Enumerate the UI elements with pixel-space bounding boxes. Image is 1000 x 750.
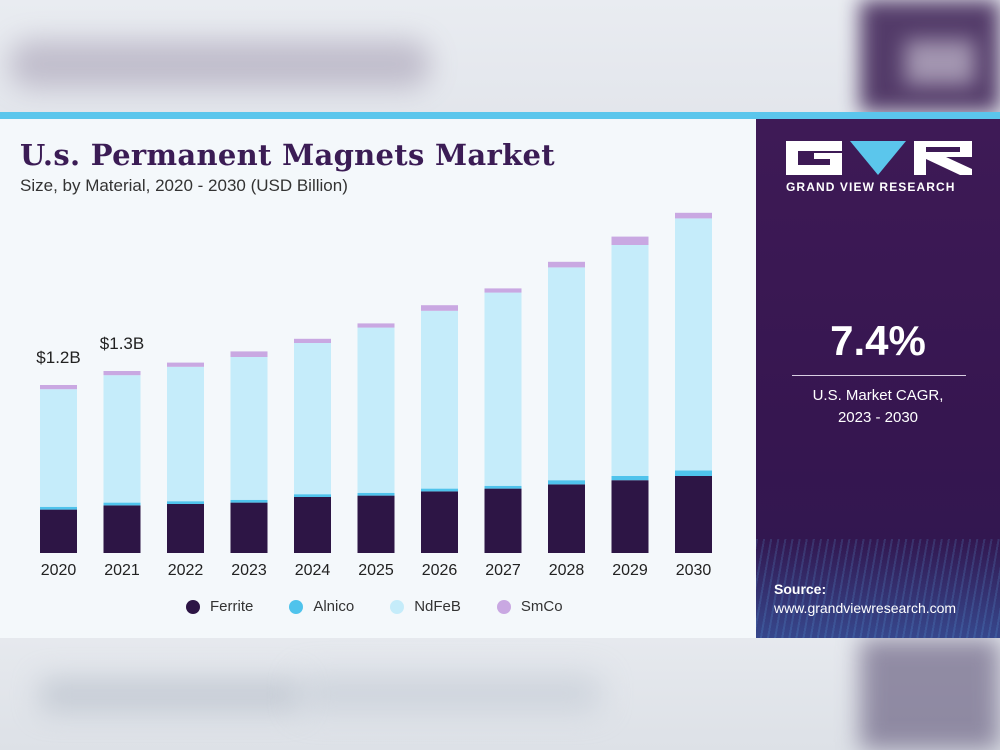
x-tick-label: 2024 — [295, 562, 331, 579]
data-label: $1.2B — [36, 348, 80, 367]
legend-item-ndfeb: NdFeB — [390, 598, 461, 615]
chart-legend: Ferrite Alnico NdFeB SmCo — [186, 598, 599, 615]
legend-swatch — [289, 599, 304, 614]
bar-segment-ferrite-2023 — [230, 502, 268, 553]
background-bottom — [0, 638, 1000, 750]
bar-segment-ferrite-2026 — [421, 491, 458, 553]
divider — [792, 375, 966, 376]
blurred-background-title — [10, 40, 430, 88]
decorative-wave — [756, 539, 1000, 638]
bar-segment-smco-2029 — [611, 236, 649, 245]
background-top — [0, 0, 1000, 112]
bar-segment-alnico-2027 — [484, 485, 522, 489]
bar-segment-ferrite-2025 — [357, 495, 395, 553]
x-tick-label: 2026 — [422, 562, 458, 579]
bar-segment-ndfeb-2028 — [548, 267, 585, 481]
x-tick-label: 2028 — [549, 562, 585, 579]
bar-segment-ferrite-2024 — [294, 497, 331, 553]
bar-segment-smco-2021 — [103, 371, 141, 376]
source-link[interactable]: www.grandviewresearch.com — [774, 600, 957, 616]
source-label: Source: — [774, 581, 827, 597]
cagr-label: U.S. Market CAGR, 2023 - 2030 — [756, 385, 1000, 429]
legend-item-alnico: Alnico — [289, 598, 354, 615]
accent-bar — [0, 112, 1000, 119]
bar-segment-alnico-2025 — [357, 492, 395, 496]
legend-label: Alnico — [313, 598, 355, 615]
bar-segment-alnico-2030 — [675, 470, 712, 476]
blurred-background-panel — [860, 638, 1000, 750]
bar-segment-ndfeb-2027 — [484, 292, 522, 486]
data-label: $1.3B — [100, 334, 144, 353]
bar-segment-smco-2025 — [357, 323, 395, 328]
bar-segment-alnico-2026 — [421, 488, 458, 492]
bar-segment-alnico-2021 — [103, 502, 141, 506]
bar-segment-ndfeb-2024 — [294, 343, 331, 495]
bar-segment-smco-2020 — [40, 385, 77, 390]
bar-segment-alnico-2024 — [294, 494, 331, 497]
bar-segment-smco-2024 — [294, 338, 331, 343]
cagr-label-line: 2023 - 2030 — [837, 409, 919, 426]
x-tick-label: 2030 — [676, 562, 712, 579]
bar-segment-smco-2023 — [230, 351, 268, 357]
legend-item-smco: SmCo — [496, 598, 563, 615]
chart-subtitle: Size, by Material, 2020 - 2030 (USD Bill… — [20, 176, 348, 195]
bar-segment-alnico-2022 — [167, 501, 204, 504]
x-tick-label: 2020 — [41, 562, 77, 579]
bar-segment-smco-2022 — [167, 362, 204, 367]
bar-segment-alnico-2023 — [230, 499, 268, 503]
grand-view-research-logo-icon — [786, 141, 972, 175]
blurred-background-logo — [905, 40, 975, 85]
bar-segment-ndfeb-2022 — [167, 366, 204, 502]
bar-segment-alnico-2029 — [611, 476, 649, 481]
bar-segment-smco-2027 — [484, 288, 522, 293]
cagr-label-line: U.S. Market CAGR, — [812, 387, 944, 404]
x-tick-label: 2029 — [612, 562, 648, 579]
x-tick-label: 2021 — [104, 562, 140, 579]
bar-segment-ferrite-2027 — [484, 488, 522, 553]
legend-label: NdFeB — [414, 598, 461, 615]
bar-segment-ndfeb-2030 — [675, 218, 712, 471]
bar-segment-ndfeb-2020 — [40, 389, 77, 507]
x-tick-label: 2022 — [168, 562, 204, 579]
bar-segment-ferrite-2028 — [548, 484, 585, 553]
bar-segment-ndfeb-2029 — [611, 245, 649, 476]
bar-segment-smco-2026 — [421, 305, 458, 311]
bar-segment-alnico-2020 — [40, 506, 77, 510]
bar-segment-ferrite-2020 — [40, 509, 77, 553]
bar-segment-ndfeb-2023 — [230, 357, 268, 500]
legend-label: Ferrite — [210, 598, 254, 615]
bar-segment-ferrite-2030 — [675, 476, 712, 553]
bar-segment-ferrite-2021 — [103, 505, 141, 553]
brand-name: GRAND VIEW RESEARCH — [786, 180, 956, 194]
legend-swatch — [496, 599, 511, 614]
bar-segment-ndfeb-2026 — [421, 310, 458, 489]
bar-segment-smco-2030 — [675, 212, 712, 219]
x-tick-label: 2025 — [358, 562, 394, 579]
bar-segment-ferrite-2022 — [167, 504, 204, 553]
legend-swatch — [390, 599, 405, 614]
blurred-background-block — [40, 678, 300, 712]
legend-label: SmCo — [520, 598, 563, 615]
legend-swatch — [186, 599, 200, 614]
bar-segment-ndfeb-2021 — [103, 375, 141, 503]
side-panel: GRAND VIEW RESEARCH 7.4% U.S. Market CAG… — [756, 119, 1000, 638]
x-tick-label: 2023 — [231, 562, 267, 579]
bar-segment-ndfeb-2025 — [357, 327, 395, 493]
x-tick-label: 2027 — [485, 562, 521, 579]
legend-item-ferrite: Ferrite — [186, 598, 253, 615]
blurred-background-block — [300, 676, 600, 710]
cagr-value: 7.4% — [830, 317, 926, 364]
infographic-card: U.s. Permanent Magnets Market Size, by M… — [0, 112, 1000, 638]
bar-segment-smco-2028 — [548, 261, 585, 268]
chart-title: U.s. Permanent Magnets Market — [20, 138, 555, 172]
stacked-bar-chart: 2020 2021 2022 2023 2024 2025 2026 2027 2028 2029… — [36, 212, 712, 579]
bar-segment-ferrite-2029 — [611, 480, 649, 553]
bar-segment-alnico-2028 — [548, 480, 585, 485]
